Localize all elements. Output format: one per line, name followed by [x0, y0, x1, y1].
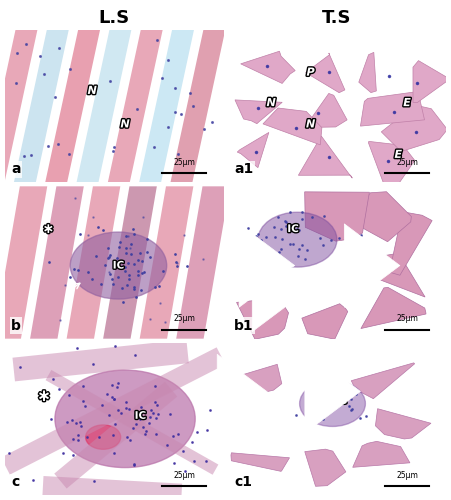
Text: 25μm: 25μm [396, 158, 418, 167]
Text: 25μm: 25μm [396, 471, 418, 480]
Circle shape [299, 381, 365, 426]
Polygon shape [302, 304, 348, 339]
Polygon shape [361, 288, 426, 329]
Text: ∗: ∗ [37, 387, 51, 405]
Text: N: N [267, 98, 276, 108]
Text: ∗: ∗ [42, 222, 54, 236]
Polygon shape [359, 52, 376, 92]
Text: b1: b1 [234, 318, 253, 332]
Circle shape [55, 370, 195, 468]
Polygon shape [360, 92, 424, 126]
Text: IC: IC [336, 396, 347, 406]
Text: c: c [11, 475, 19, 489]
Polygon shape [351, 363, 414, 398]
Polygon shape [231, 453, 290, 471]
Polygon shape [299, 136, 352, 178]
Polygon shape [237, 298, 289, 340]
Polygon shape [67, 186, 120, 338]
Polygon shape [235, 100, 282, 124]
Polygon shape [0, 186, 47, 338]
Polygon shape [140, 186, 193, 338]
Polygon shape [375, 408, 431, 439]
Polygon shape [366, 253, 425, 297]
Polygon shape [45, 30, 100, 182]
Polygon shape [176, 186, 230, 338]
Circle shape [70, 232, 167, 299]
Polygon shape [350, 192, 411, 242]
Text: 25μm: 25μm [173, 158, 195, 167]
Text: a: a [11, 162, 21, 176]
Polygon shape [263, 108, 322, 145]
Polygon shape [353, 442, 410, 468]
Polygon shape [30, 186, 84, 338]
Circle shape [258, 212, 337, 267]
Text: P: P [307, 68, 315, 78]
Text: a1: a1 [234, 162, 253, 176]
Polygon shape [368, 142, 415, 186]
Polygon shape [390, 212, 432, 275]
Polygon shape [103, 186, 157, 338]
Text: 25μm: 25μm [396, 314, 418, 324]
Polygon shape [241, 51, 295, 84]
Polygon shape [306, 53, 345, 92]
Polygon shape [77, 30, 131, 182]
Polygon shape [139, 30, 194, 182]
Text: T.S: T.S [322, 9, 352, 27]
Text: N: N [87, 86, 97, 96]
Circle shape [86, 425, 121, 450]
Text: c1: c1 [234, 475, 252, 489]
Text: N: N [306, 120, 315, 130]
Polygon shape [237, 132, 269, 168]
Polygon shape [305, 94, 347, 128]
Polygon shape [0, 30, 37, 182]
Polygon shape [381, 105, 447, 152]
Text: N: N [120, 120, 130, 130]
Text: E: E [395, 150, 402, 160]
Polygon shape [14, 30, 69, 182]
Text: IC: IC [135, 411, 146, 421]
Text: b: b [11, 318, 21, 332]
Polygon shape [108, 30, 163, 182]
Text: E: E [403, 98, 411, 108]
Text: 25μm: 25μm [173, 471, 195, 480]
Polygon shape [413, 60, 450, 102]
Text: IC: IC [113, 260, 124, 270]
Polygon shape [305, 449, 346, 486]
Text: IC: IC [287, 224, 299, 234]
Polygon shape [170, 30, 225, 182]
Polygon shape [236, 364, 282, 393]
Polygon shape [305, 192, 369, 241]
Text: 25μm: 25μm [173, 314, 195, 324]
Text: L.S: L.S [98, 9, 130, 27]
